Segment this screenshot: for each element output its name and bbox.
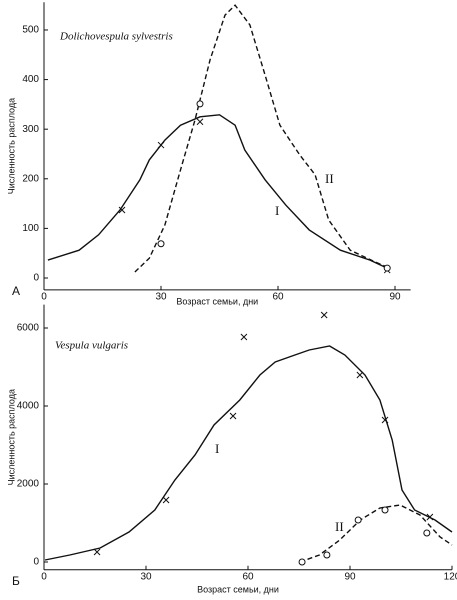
x-tick-label: 30 bbox=[155, 292, 167, 303]
cross-point bbox=[162, 496, 170, 504]
curve-label: I bbox=[275, 203, 279, 218]
cross-point bbox=[229, 412, 237, 420]
x-tick-label: 30 bbox=[140, 571, 152, 582]
y-axis-title: Численность расплода bbox=[6, 98, 16, 194]
curve-label: II bbox=[335, 519, 344, 534]
cross-point bbox=[356, 371, 364, 379]
y-tick-label: 6000 bbox=[17, 323, 40, 334]
panel-label: Б bbox=[12, 574, 20, 588]
circle-point bbox=[157, 240, 165, 248]
cross-point bbox=[93, 548, 101, 556]
circle-point bbox=[383, 264, 391, 272]
x-tick-label: 0 bbox=[41, 571, 47, 582]
y-tick-label: 300 bbox=[22, 124, 39, 135]
y-tick-label: 0 bbox=[33, 273, 39, 284]
circle-point bbox=[354, 516, 362, 524]
x-axis-title: Возраст семьи, дни bbox=[197, 584, 279, 594]
circle-point bbox=[196, 100, 204, 108]
y-tick-label: 100 bbox=[22, 223, 39, 234]
cross-point bbox=[118, 206, 126, 214]
curve bbox=[134, 4, 388, 273]
x-tick-label: 0 bbox=[41, 292, 47, 303]
circle-point bbox=[423, 529, 431, 537]
cross-point bbox=[240, 333, 248, 341]
circle-point bbox=[323, 551, 331, 559]
chart-title: Vespula vulgaris bbox=[55, 340, 128, 352]
chart-title: Dolichovespula sylvestris bbox=[59, 31, 173, 43]
curve bbox=[299, 504, 453, 563]
cross-point bbox=[320, 311, 328, 319]
y-tick-label: 2000 bbox=[17, 479, 40, 490]
x-tick-label: 60 bbox=[242, 571, 254, 582]
y-tick-label: 400 bbox=[22, 74, 39, 85]
y-axis-title: Численность расплода bbox=[6, 389, 16, 485]
y-tick-label: 200 bbox=[22, 173, 39, 184]
x-axis-title: Возраст семьи, дни bbox=[176, 296, 258, 306]
curve bbox=[47, 114, 388, 269]
cross-point bbox=[426, 513, 434, 521]
cross-point bbox=[157, 141, 165, 149]
curve-label: II bbox=[325, 171, 334, 186]
x-tick-label: 120 bbox=[444, 571, 457, 582]
x-tick-label: 90 bbox=[389, 292, 401, 303]
y-tick-label: 4000 bbox=[17, 401, 40, 412]
curve-label: I bbox=[215, 441, 219, 456]
circle-point bbox=[298, 558, 306, 566]
curve bbox=[44, 345, 453, 561]
cross-point bbox=[381, 416, 389, 424]
x-tick-label: 60 bbox=[272, 292, 284, 303]
circle-point bbox=[381, 506, 389, 514]
cross-point bbox=[196, 118, 204, 126]
x-tick-label: 90 bbox=[344, 571, 356, 582]
panel-label: А bbox=[12, 284, 20, 298]
y-tick-label: 0 bbox=[33, 557, 39, 568]
y-tick-label: 500 bbox=[22, 25, 39, 36]
